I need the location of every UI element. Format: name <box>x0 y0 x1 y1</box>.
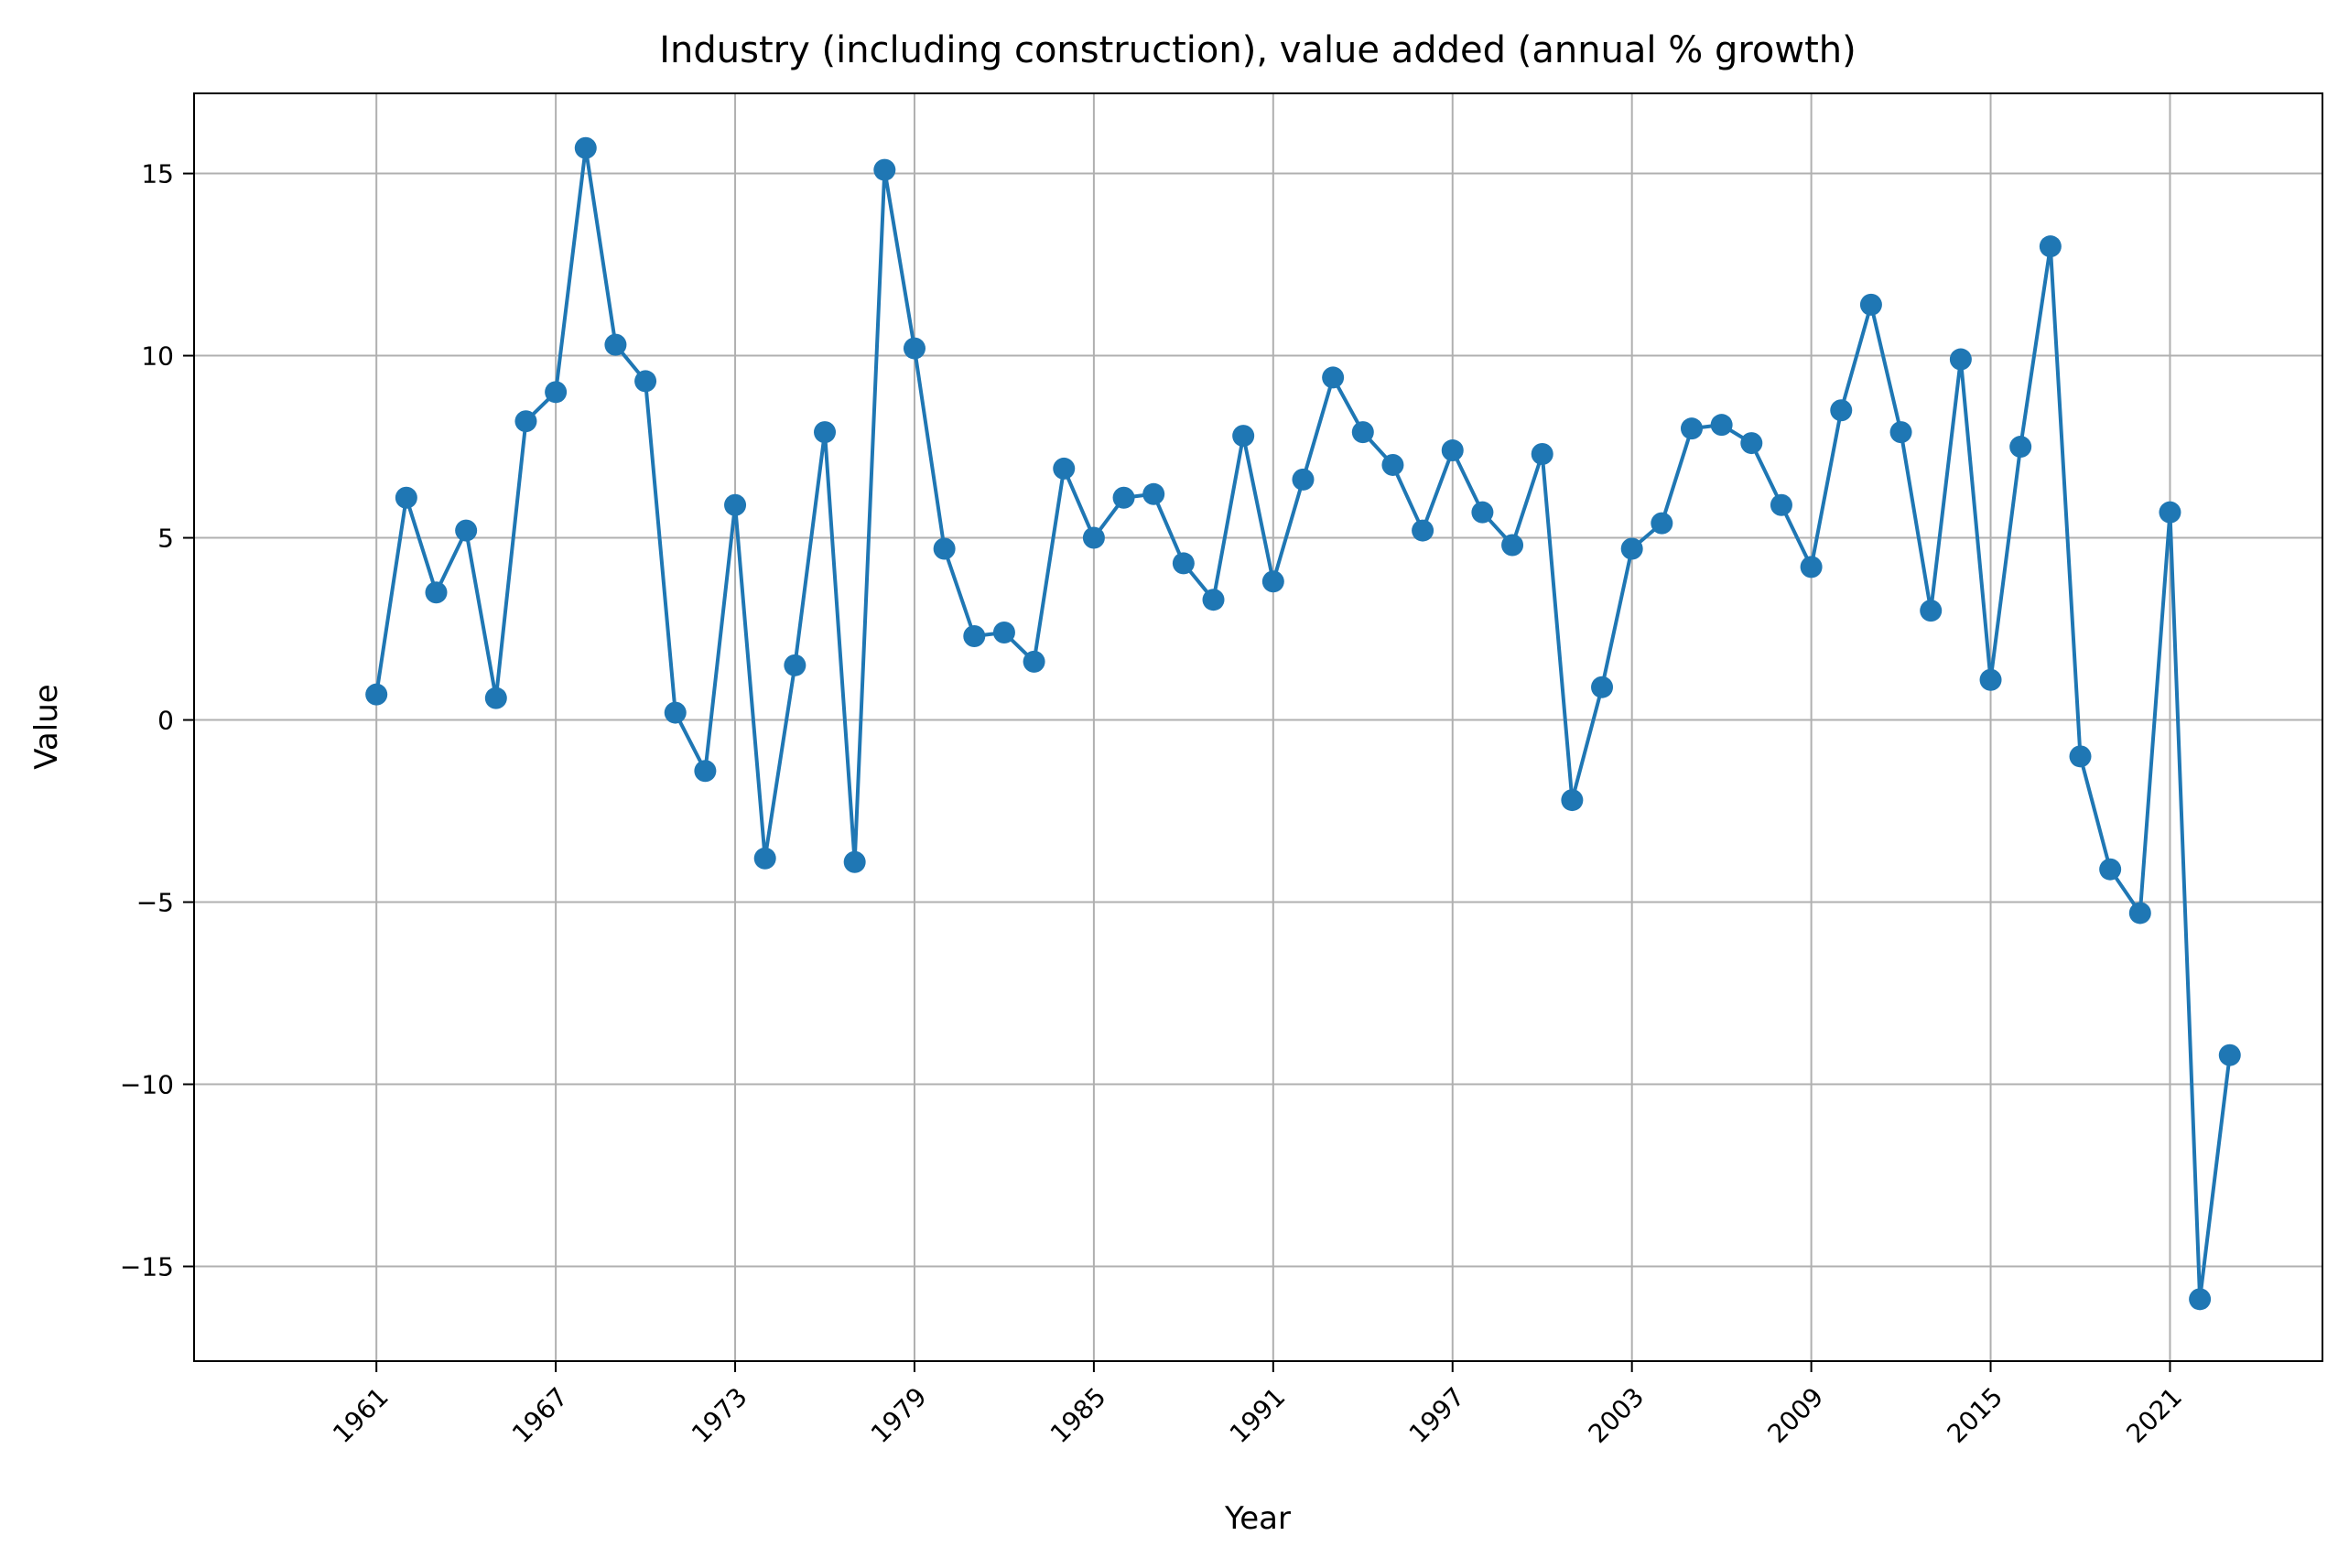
x-tick-label: 1973 <box>686 1381 753 1449</box>
data-point <box>2159 501 2181 524</box>
data-point <box>903 337 926 360</box>
data-point <box>545 381 568 404</box>
grid <box>194 93 2322 1361</box>
data-point <box>1292 468 1315 491</box>
y-tick-label: 5 <box>157 524 174 554</box>
data-point <box>1591 676 1614 698</box>
data-point <box>2069 745 2092 768</box>
x-tick-label: 1991 <box>1224 1381 1292 1449</box>
data-point <box>933 537 956 560</box>
data-point <box>1800 556 1823 579</box>
data-point <box>1561 789 1584 812</box>
x-tick-label: 2021 <box>2120 1381 2188 1449</box>
x-tick-label: 1967 <box>506 1381 574 1449</box>
data-point <box>1949 348 1972 371</box>
x-tick-label: 1961 <box>327 1381 395 1449</box>
data-point <box>753 847 776 870</box>
data-point <box>1172 552 1195 575</box>
y-axis-label: Value <box>28 684 65 769</box>
data-point <box>1620 537 1643 560</box>
data-point <box>2218 1044 2241 1066</box>
data-point <box>1920 600 1943 622</box>
data-point <box>1381 453 1404 476</box>
x-tick-label: 2015 <box>1941 1381 2008 1449</box>
data-point <box>1471 501 1494 524</box>
data-point <box>1202 589 1225 611</box>
data-point <box>1142 482 1165 505</box>
data-point <box>365 683 388 706</box>
data-point <box>425 581 448 604</box>
data-point <box>2128 902 2151 925</box>
x-tick-label: 1979 <box>865 1381 933 1449</box>
data-point <box>1710 414 1733 437</box>
data-point <box>1441 439 1464 462</box>
y-axis-ticks: −15 −10 −5 0 5 10 15 <box>120 159 194 1282</box>
data-point <box>1979 668 2002 691</box>
data-point <box>1770 493 1792 516</box>
data-point <box>1501 534 1524 557</box>
data-point <box>1322 366 1345 389</box>
x-axis-ticks: 1961 1967 1973 1979 1985 1991 1997 2003 2009 2015… <box>327 1361 2188 1449</box>
data-point <box>574 136 597 159</box>
data-point <box>1859 293 1882 316</box>
data-point <box>664 701 687 724</box>
data-point <box>814 421 837 444</box>
data-point <box>634 370 657 393</box>
x-tick-label: 1985 <box>1045 1381 1112 1449</box>
data-point <box>1261 570 1284 593</box>
data-point <box>2099 858 2122 881</box>
x-tick-label: 1997 <box>1403 1381 1471 1449</box>
data-point <box>784 654 806 676</box>
x-tick-label: 2003 <box>1583 1381 1651 1449</box>
y-tick-label: 10 <box>141 341 174 372</box>
data-point <box>2039 235 2062 258</box>
series-line <box>365 136 2241 1311</box>
data-point <box>1680 417 1703 440</box>
data-point <box>1830 399 1853 422</box>
data-point <box>873 158 896 181</box>
data-point <box>1889 421 1912 444</box>
data-point <box>1112 486 1135 509</box>
data-point <box>1531 443 1553 466</box>
data-point <box>484 687 507 709</box>
plot-frame <box>193 92 2323 1362</box>
data-point <box>1082 526 1105 549</box>
y-tick-label: −10 <box>120 1070 174 1100</box>
y-tick-label: −5 <box>136 888 174 918</box>
data-point <box>395 486 417 509</box>
data-point <box>2189 1288 2212 1311</box>
data-point <box>2009 436 2032 459</box>
data-point <box>1740 432 1763 455</box>
x-axis-label: Year <box>1224 1500 1291 1537</box>
data-point <box>843 850 866 873</box>
data-point <box>604 333 627 356</box>
y-tick-label: 15 <box>141 159 174 189</box>
data-point <box>963 625 986 648</box>
data-point <box>1023 650 1045 673</box>
data-point <box>1651 512 1673 535</box>
chart-title: Industry (including construction), value… <box>659 29 1856 71</box>
data-point <box>694 760 717 783</box>
series-polyline <box>374 146 2232 1302</box>
data-point <box>724 493 747 516</box>
data-point <box>1053 457 1076 480</box>
data-point <box>1412 519 1434 542</box>
x-tick-label: 2009 <box>1762 1381 1830 1449</box>
data-point <box>992 622 1015 644</box>
data-point <box>455 519 478 542</box>
data-point <box>1351 421 1374 444</box>
data-point <box>514 410 537 433</box>
data-point <box>1232 425 1255 448</box>
y-tick-label: −15 <box>120 1252 174 1282</box>
y-tick-label: 0 <box>157 706 174 736</box>
